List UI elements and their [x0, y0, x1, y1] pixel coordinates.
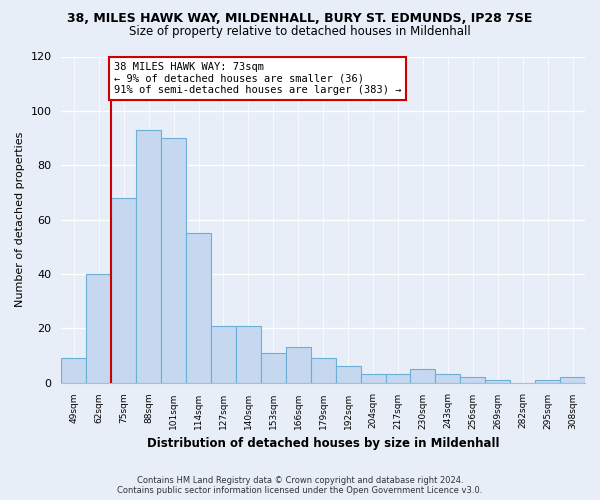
- Bar: [361, 374, 386, 382]
- Bar: [61, 358, 86, 382]
- X-axis label: Distribution of detached houses by size in Mildenhall: Distribution of detached houses by size …: [147, 437, 499, 450]
- Text: Size of property relative to detached houses in Mildenhall: Size of property relative to detached ho…: [129, 25, 471, 38]
- Bar: [535, 380, 560, 382]
- Text: Contains HM Land Registry data © Crown copyright and database right 2024.
Contai: Contains HM Land Registry data © Crown c…: [118, 476, 482, 495]
- Bar: [286, 347, 311, 382]
- Bar: [136, 130, 161, 382]
- Bar: [86, 274, 111, 382]
- Bar: [261, 352, 286, 382]
- Text: 38 MILES HAWK WAY: 73sqm
← 9% of detached houses are smaller (36)
91% of semi-de: 38 MILES HAWK WAY: 73sqm ← 9% of detache…: [114, 62, 401, 95]
- Bar: [560, 377, 585, 382]
- Bar: [436, 374, 460, 382]
- Bar: [485, 380, 510, 382]
- Bar: [236, 326, 261, 382]
- Text: 38, MILES HAWK WAY, MILDENHALL, BURY ST. EDMUNDS, IP28 7SE: 38, MILES HAWK WAY, MILDENHALL, BURY ST.…: [67, 12, 533, 26]
- Bar: [186, 233, 211, 382]
- Bar: [211, 326, 236, 382]
- Bar: [410, 369, 436, 382]
- Y-axis label: Number of detached properties: Number of detached properties: [15, 132, 25, 307]
- Bar: [111, 198, 136, 382]
- Bar: [161, 138, 186, 382]
- Bar: [460, 377, 485, 382]
- Bar: [311, 358, 335, 382]
- Bar: [335, 366, 361, 382]
- Bar: [386, 374, 410, 382]
